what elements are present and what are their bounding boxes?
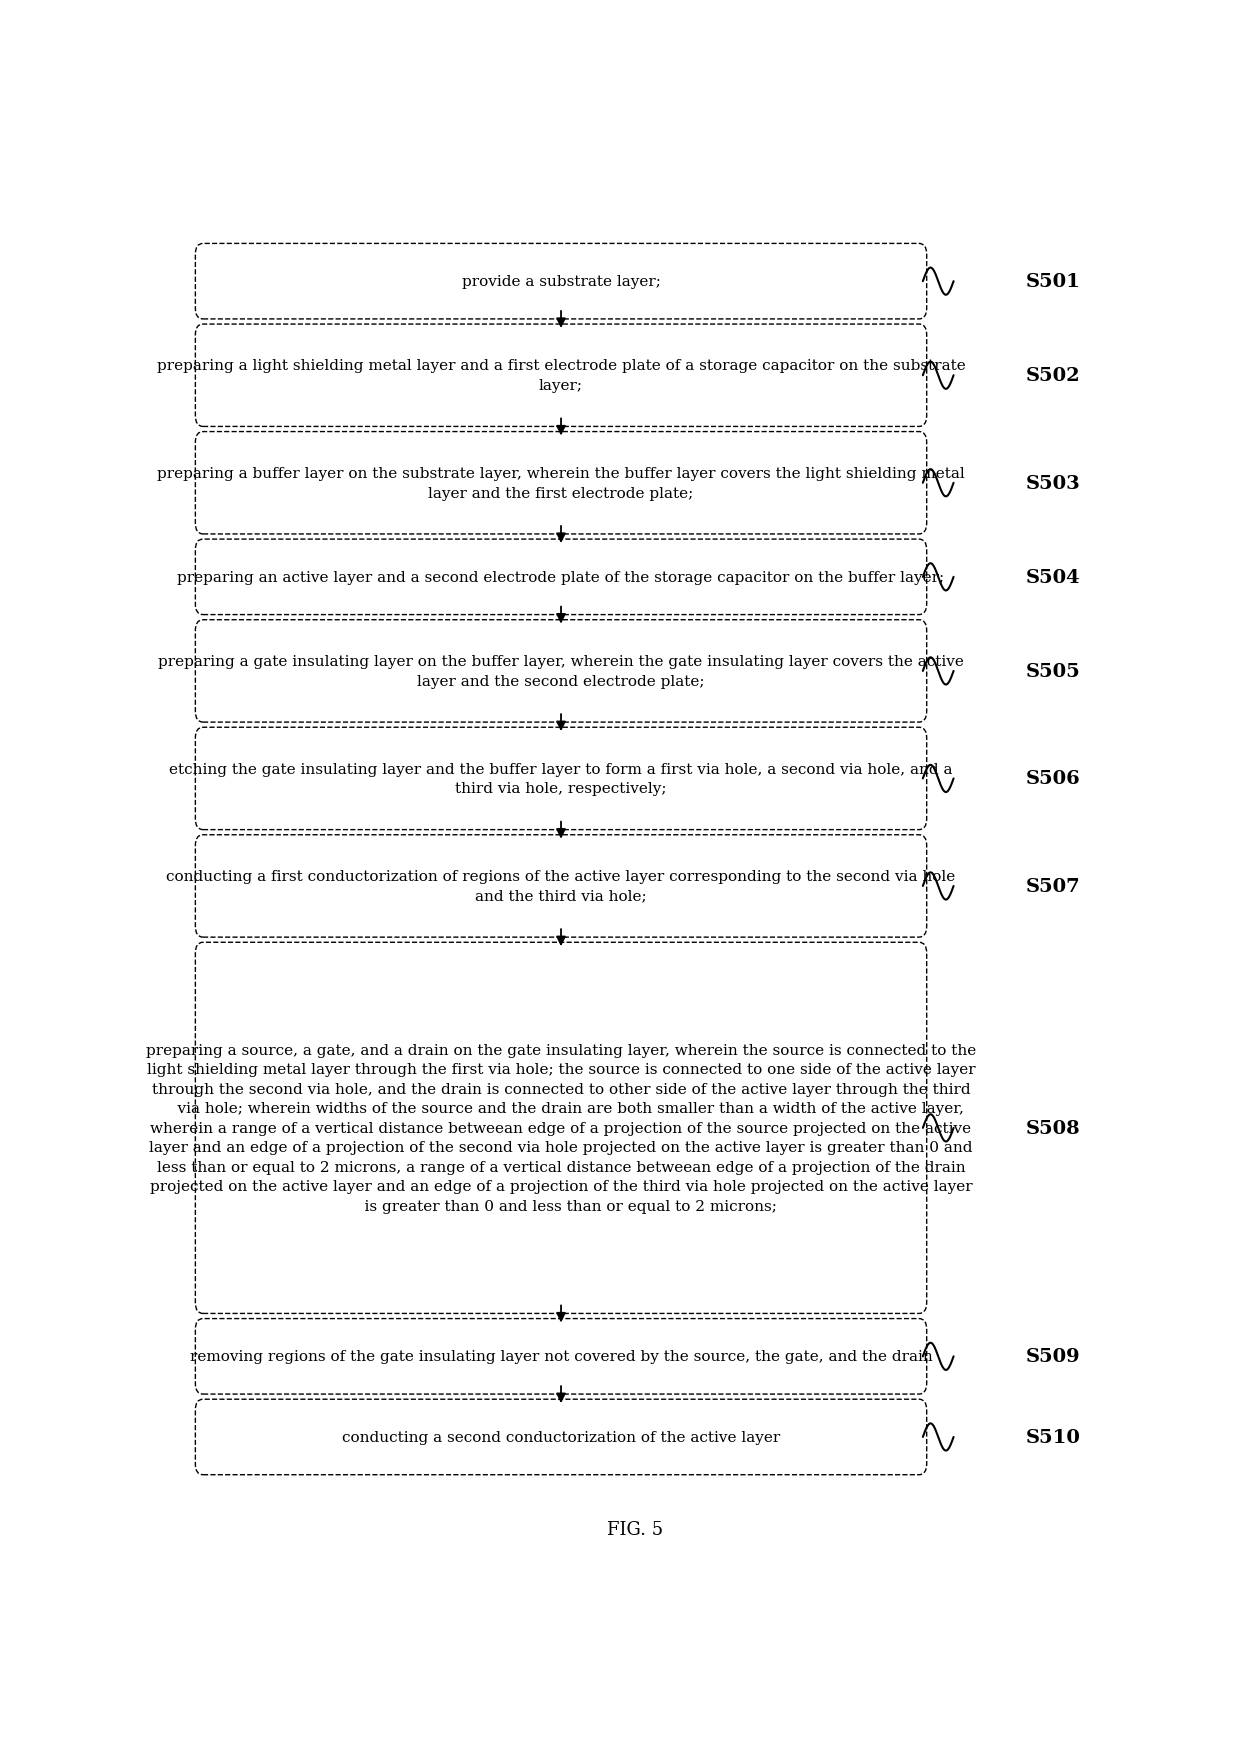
FancyBboxPatch shape xyxy=(196,1399,926,1475)
Text: conducting a second conductorization of the active layer: conducting a second conductorization of … xyxy=(342,1431,780,1445)
Text: preparing a buffer layer on the substrate layer, wherein the buffer layer covers: preparing a buffer layer on the substrat… xyxy=(157,467,965,501)
Text: S504: S504 xyxy=(1027,568,1081,586)
Text: S501: S501 xyxy=(1025,273,1081,291)
FancyBboxPatch shape xyxy=(196,540,926,616)
Text: S508: S508 xyxy=(1027,1118,1081,1138)
FancyBboxPatch shape xyxy=(196,432,926,534)
FancyBboxPatch shape xyxy=(196,1319,926,1394)
Text: S506: S506 xyxy=(1027,771,1081,789)
Text: S502: S502 xyxy=(1027,367,1081,385)
Text: S507: S507 xyxy=(1027,877,1081,896)
FancyBboxPatch shape xyxy=(196,325,926,427)
Text: conducting a first conductorization of regions of the active layer corresponding: conducting a first conductorization of r… xyxy=(166,870,956,903)
Text: provide a substrate layer;: provide a substrate layer; xyxy=(461,275,661,289)
FancyBboxPatch shape xyxy=(196,243,926,319)
FancyBboxPatch shape xyxy=(196,729,926,831)
Text: etching the gate insulating layer and the buffer layer to form a first via hole,: etching the gate insulating layer and th… xyxy=(170,762,952,796)
Text: FIG. 5: FIG. 5 xyxy=(608,1521,663,1538)
Text: preparing an active layer and a second electrode plate of the storage capacitor : preparing an active layer and a second e… xyxy=(177,570,945,584)
FancyBboxPatch shape xyxy=(196,621,926,723)
FancyBboxPatch shape xyxy=(196,942,926,1314)
Text: S505: S505 xyxy=(1027,663,1081,681)
FancyBboxPatch shape xyxy=(196,836,926,938)
Text: S503: S503 xyxy=(1027,475,1081,492)
Text: removing regions of the gate insulating layer not covered by the source, the gat: removing regions of the gate insulating … xyxy=(190,1349,932,1364)
Text: preparing a source, a gate, and a drain on the gate insulating layer, wherein th: preparing a source, a gate, and a drain … xyxy=(146,1043,976,1214)
Text: preparing a gate insulating layer on the buffer layer, wherein the gate insulati: preparing a gate insulating layer on the… xyxy=(157,654,963,688)
Text: S509: S509 xyxy=(1027,1348,1081,1365)
Text: S510: S510 xyxy=(1025,1429,1081,1446)
Text: preparing a light shielding metal layer and a first electrode plate of a storage: preparing a light shielding metal layer … xyxy=(156,360,966,393)
